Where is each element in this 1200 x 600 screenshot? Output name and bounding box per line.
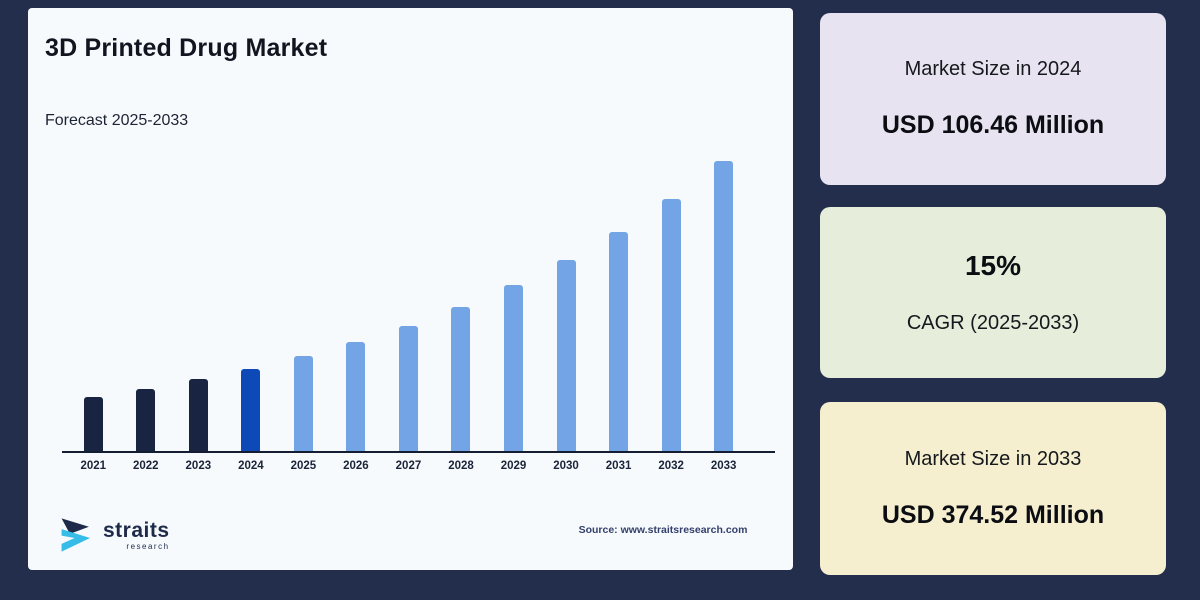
bar-2026 xyxy=(346,342,366,451)
logo-text: straits research xyxy=(103,520,170,551)
logo-arrow-icon xyxy=(61,518,91,552)
bar-chart xyxy=(67,151,750,451)
bar-2029 xyxy=(504,285,524,451)
x-tick-2033: 2033 xyxy=(710,460,737,472)
bar-slot-2021 xyxy=(67,151,120,451)
bar-2025 xyxy=(293,356,313,451)
x-tick-2030: 2030 xyxy=(553,460,579,472)
x-tick-2027: 2027 xyxy=(395,460,422,472)
card-label-2033: Market Size in 2033 xyxy=(904,447,1082,470)
x-tick-2028: 2028 xyxy=(448,460,474,472)
bar-slot-2030 xyxy=(540,151,593,451)
bar-slot-2026 xyxy=(330,151,383,451)
bar-slot-2029 xyxy=(487,151,540,451)
bar-slot-2022 xyxy=(120,151,173,451)
bar-2024 xyxy=(241,369,261,451)
logo-wordmark: straits xyxy=(103,518,170,542)
page-title: 3D Printed Drug Market xyxy=(45,34,328,62)
straits-research-logo: straits research xyxy=(58,516,170,554)
bar-slot-2031 xyxy=(592,151,645,451)
x-tick-2021: 2021 xyxy=(80,460,107,472)
bar-2023 xyxy=(188,379,208,451)
bar-2032 xyxy=(661,199,681,451)
forecast-subtitle: Forecast 2025-2033 xyxy=(45,112,189,129)
bar-2033 xyxy=(714,161,734,451)
bar-slot-2025 xyxy=(277,151,330,451)
bar-2021 xyxy=(83,397,103,451)
bar-slot-2027 xyxy=(382,151,435,451)
card-value-2024: USD 106.46 Million xyxy=(881,111,1105,139)
bar-2028 xyxy=(451,307,471,451)
x-axis-labels: 2021 2022 2023 2024 2025 2026 2027 2028 2029 2030… xyxy=(67,460,750,472)
x-tick-2032: 2032 xyxy=(658,460,684,472)
card-market-size-2033: Market Size in 2033 USD 374.52 Million xyxy=(820,402,1166,575)
x-tick-2026: 2026 xyxy=(343,460,369,472)
bar-slot-2023 xyxy=(172,151,225,451)
card-market-size-2024: Market Size in 2024 USD 106.46 Million xyxy=(820,13,1166,185)
logo-subtext: research xyxy=(126,541,170,551)
card-label-cagr: CAGR (2025-2033) xyxy=(906,312,1080,334)
card-cagr: 15% CAGR (2025-2033) xyxy=(820,207,1166,378)
bar-2027 xyxy=(398,326,418,451)
bar-slot-2024 xyxy=(225,151,278,451)
x-tick-2024: 2024 xyxy=(238,460,264,472)
bar-2031 xyxy=(609,232,629,451)
card-value-2033: USD 374.52 Million xyxy=(881,500,1105,529)
chart-panel: 3D Printed Drug Market Forecast 2025-203… xyxy=(28,8,793,570)
bar-2030 xyxy=(556,260,576,451)
card-value-cagr: 15% xyxy=(964,250,1022,281)
x-tick-2031: 2031 xyxy=(605,460,632,472)
bar-slot-2032 xyxy=(645,151,698,451)
x-axis-line xyxy=(62,451,775,453)
x-tick-2023: 2023 xyxy=(185,460,212,472)
card-label-2024: Market Size in 2024 xyxy=(904,58,1082,80)
bar-slot-2033 xyxy=(697,151,750,451)
x-tick-2022: 2022 xyxy=(133,460,159,472)
source-attribution: Source: www.straitsresearch.com xyxy=(578,524,748,536)
bar-slot-2028 xyxy=(435,151,488,451)
x-tick-2025: 2025 xyxy=(290,460,317,472)
bar-2022 xyxy=(136,389,156,451)
x-tick-2029: 2029 xyxy=(500,460,527,472)
